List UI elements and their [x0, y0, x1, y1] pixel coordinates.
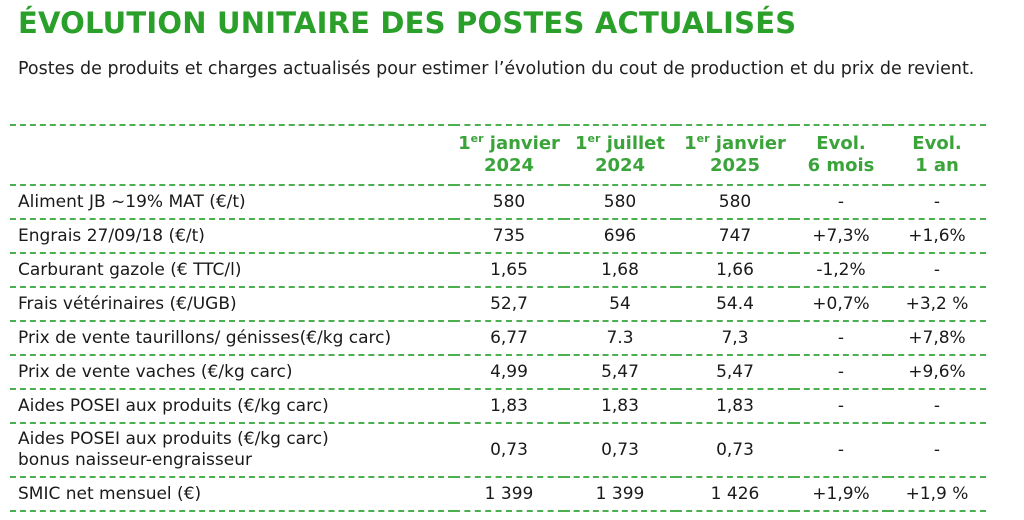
row-label: Aides POSEI aux produits (€/kg carc) bonu…: [10, 423, 454, 478]
table-row: Aides POSEI aux produits (€/kg carc) bonu…: [10, 423, 986, 478]
table-header-row: 1er janvier 2024 1er juillet 2024 1er ja…: [10, 124, 986, 186]
table-row: SMIC net mensuel (€) 1 399 1 399 1 426 +1,9%…: [10, 477, 986, 512]
table-row: Prix de vente taurillons/ génisses(€/kg …: [10, 321, 986, 356]
table-row: Engrais 27/09/18 (€/t) 735 696 747 +7,3% +1,6…: [10, 219, 986, 254]
table-cell: 1,66: [676, 253, 794, 288]
row-label-text: Engrais 27/09/18 (€/t): [18, 226, 205, 246]
table-cell: 0,73: [454, 423, 564, 478]
table-row: Aides POSEI aux produits (€/kg carc) 1,83…: [10, 389, 986, 424]
table-cell: 5,47: [564, 355, 676, 390]
row-label-text: Carburant gazole (€ TTC/l): [18, 260, 242, 280]
row-label-text: Aliment JB ~19% MAT (€/t): [18, 192, 246, 212]
row-label: Prix de vente taurillons/ génisses(€/kg …: [10, 321, 454, 356]
row-label: Carburant gazole (€ TTC/l): [10, 253, 454, 288]
table-cell: 54.4: [676, 287, 794, 322]
table-cell: 52,7: [454, 287, 564, 322]
table-cell: 4,99: [454, 355, 564, 390]
table-cell: -: [888, 389, 986, 424]
row-label-subtext: bonus naisseur-engraisseur: [18, 450, 252, 470]
table-body: Aliment JB ~19% MAT (€/t) 580 580 580- - Engr…: [10, 185, 986, 512]
table-cell: +3,2 %: [888, 287, 986, 322]
table-cell: 54: [564, 287, 676, 322]
table-row: Carburant gazole (€ TTC/l) 1,65 1,68 1,66 -1…: [10, 253, 986, 288]
table-cell: 1,83: [454, 389, 564, 424]
table-cell: -: [888, 423, 986, 478]
cost-evolution-table: 1er janvier 2024 1er juillet 2024 1er ja…: [10, 124, 986, 512]
row-label: Frais vétérinaires (€/UGB): [10, 287, 454, 322]
row-label: Prix de vente vaches (€/kg carc): [10, 355, 454, 390]
table-cell: 6,77: [454, 321, 564, 356]
table-cell: +1,9 %: [888, 477, 986, 512]
row-label: Engrais 27/09/18 (€/t): [10, 219, 454, 254]
header-label-column: [10, 124, 454, 186]
table-cell: 696: [564, 219, 676, 254]
table-cell: -: [794, 185, 888, 220]
table-cell: -: [888, 253, 986, 288]
row-label-text: Aides POSEI aux produits (€/kg carc): [18, 429, 329, 449]
table-cell: 5,47: [676, 355, 794, 390]
row-label-text: SMIC net mensuel (€): [18, 484, 202, 504]
table-row: Frais vétérinaires (€/UGB) 52,7 54 54.4 +0,7…: [10, 287, 986, 322]
column-header: 1er juillet 2024: [564, 124, 676, 186]
column-header: Evol. 6 mois: [794, 124, 888, 186]
row-label: Aides POSEI aux produits (€/kg carc): [10, 389, 454, 424]
table-cell: +0,7%: [794, 287, 888, 322]
table-cell: 0,73: [564, 423, 676, 478]
page-title: ÉVOLUTION UNITAIRE DES POSTES ACTUALISÉS: [18, 6, 797, 40]
row-label-text: Prix de vente taurillons/ génisses(€/kg …: [18, 328, 392, 348]
column-header: 1er janvier 2024: [454, 124, 564, 186]
table-cell: +7,3%: [794, 219, 888, 254]
table-cell: -: [794, 355, 888, 390]
page-subtitle: Postes de produits et charges actualisés…: [18, 59, 975, 79]
table-cell: -: [794, 321, 888, 356]
table-cell: 1,83: [564, 389, 676, 424]
table-cell: 0,73: [676, 423, 794, 478]
table-cell: -: [794, 389, 888, 424]
table-cell: 1 399: [454, 477, 564, 512]
table-cell: -1,2%: [794, 253, 888, 288]
table-cell: 1 426: [676, 477, 794, 512]
table-cell: 735: [454, 219, 564, 254]
row-label: SMIC net mensuel (€): [10, 477, 454, 512]
table-cell: -: [794, 423, 888, 478]
table-cell: +1,9%: [794, 477, 888, 512]
table-cell: 747: [676, 219, 794, 254]
table-cell: 580: [564, 185, 676, 220]
table-row: Aliment JB ~19% MAT (€/t) 580 580 580- -: [10, 185, 986, 220]
table-cell: 1,68: [564, 253, 676, 288]
row-label-text: Aides POSEI aux produits (€/kg carc): [18, 396, 329, 416]
column-header: 1er janvier 2025: [676, 124, 794, 186]
table-cell: 580: [454, 185, 564, 220]
table-cell: +1,6%: [888, 219, 986, 254]
table-cell: 1,65: [454, 253, 564, 288]
table-cell: +7,8%: [888, 321, 986, 356]
row-label-text: Prix de vente vaches (€/kg carc): [18, 362, 293, 382]
table-cell: 7.3: [564, 321, 676, 356]
table-cell: -: [888, 185, 986, 220]
table-row: Prix de vente vaches (€/kg carc) 4,99 5,47…: [10, 355, 986, 390]
row-label-text: Frais vétérinaires (€/UGB): [18, 294, 237, 314]
table-cell: 1 399: [564, 477, 676, 512]
table-cell: 580: [676, 185, 794, 220]
row-label: Aliment JB ~19% MAT (€/t): [10, 185, 454, 220]
table-cell: +9,6%: [888, 355, 986, 390]
table-cell: 1,83: [676, 389, 794, 424]
column-header: Evol. 1 an: [888, 124, 986, 186]
table-cell: 7,3: [676, 321, 794, 356]
